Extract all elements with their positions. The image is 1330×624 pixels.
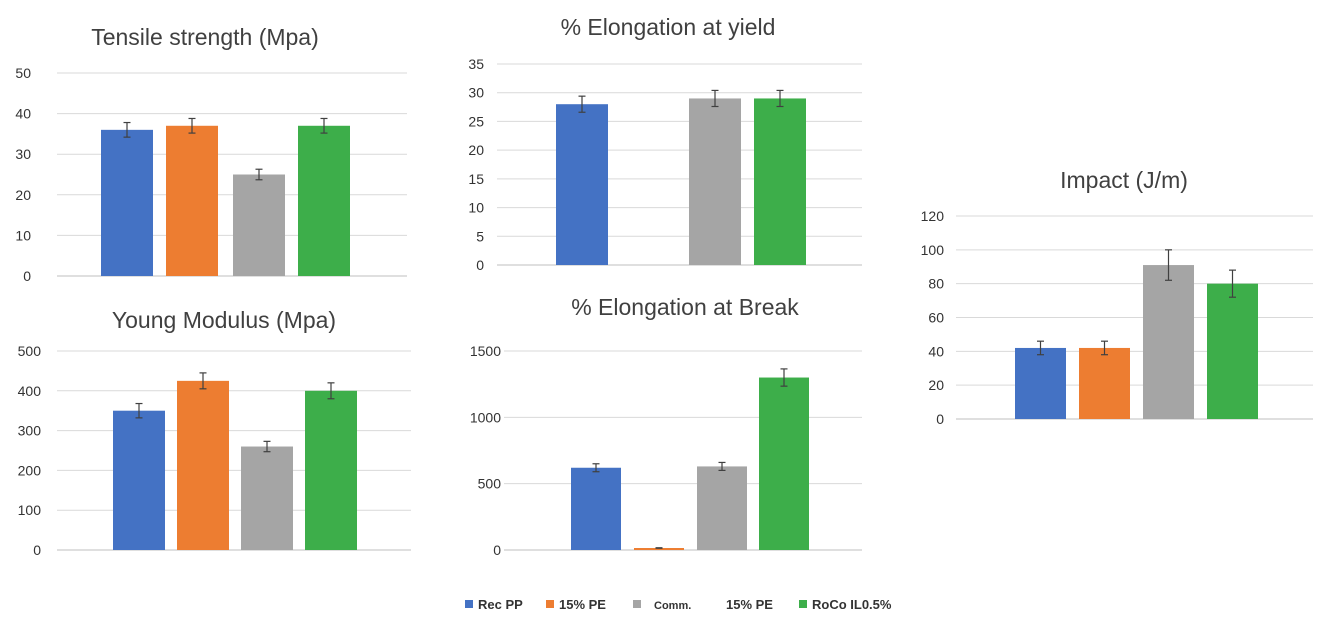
- y-tick-label-elong_yield: 25: [468, 113, 484, 129]
- bar-elong_yield-0: [556, 104, 608, 265]
- y-tick-label-impact: 80: [928, 276, 944, 292]
- bar-elong_break-1: [634, 548, 684, 550]
- chart-impact: Impact (J/m) 0 20 40 60 80 100 120: [921, 167, 1313, 427]
- legend-swatch-comm: [633, 600, 641, 608]
- bar-young-1: [177, 380, 229, 550]
- y-tick-label-tensile: 0: [23, 268, 31, 284]
- legend-swatch-15pe: [546, 600, 554, 608]
- error-bar-elong_break-0: [592, 463, 600, 473]
- y-tick-label-young: 200: [18, 462, 42, 478]
- chart-title-young: Young Modulus (Mpa): [112, 307, 336, 333]
- chart-elong_yield: % Elongation at yield 0 5 10 15 20 25 30 35: [468, 14, 862, 273]
- chart-young: Young Modulus (Mpa) 0 100 200 300 400 500: [18, 307, 411, 558]
- error-bar-elong_break-2: [718, 461, 726, 471]
- y-tick-label-young: 500: [18, 343, 42, 359]
- bar-elong_break-2: [697, 466, 747, 550]
- y-tick-label-elong_yield: 10: [468, 200, 484, 216]
- error-bar-impact-0: [1037, 340, 1044, 356]
- chart-title-elong_break: % Elongation at Break: [571, 294, 799, 320]
- y-tick-label-elong_break: 1000: [470, 409, 501, 425]
- y-tick-label-tensile: 50: [15, 65, 31, 81]
- bar-young-2: [241, 446, 293, 550]
- error-bar-elong_yield-2: [711, 89, 719, 108]
- y-tick-label-elong_yield: 20: [468, 142, 484, 158]
- error-bar-tensile-2: [255, 168, 263, 181]
- bar-tensile-0: [101, 129, 153, 276]
- y-tick-label-elong_yield: 15: [468, 171, 484, 187]
- chart-tensile: Tensile strength (Mpa) 0 10 20 30 40 50: [15, 24, 407, 284]
- error-bar-impact-3: [1229, 269, 1236, 298]
- y-tick-label-young: 0: [33, 542, 41, 558]
- legend-label-rec-pp: Rec PP: [478, 597, 523, 612]
- chart-title-tensile: Tensile strength (Mpa): [91, 24, 319, 50]
- legend-label-roco: RoCo IL0.5%: [812, 597, 892, 612]
- bar-tensile-2: [233, 174, 285, 276]
- bar-impact-2: [1143, 265, 1194, 419]
- y-tick-label-tensile: 40: [15, 106, 31, 122]
- error-bar-elong_break-1: [655, 547, 663, 549]
- y-tick-label-young: 100: [18, 502, 42, 518]
- bar-impact-0: [1015, 347, 1066, 419]
- legend-swatch-rec-pp: [465, 600, 473, 608]
- y-tick-label-impact: 0: [936, 411, 944, 427]
- bar-young-0: [113, 410, 165, 550]
- bar-elong_yield-2: [689, 98, 741, 265]
- y-tick-label-elong_yield: 30: [468, 85, 484, 101]
- y-tick-label-young: 400: [18, 383, 42, 399]
- y-tick-label-elong_yield: 35: [468, 56, 484, 72]
- error-bar-tensile-1: [188, 117, 196, 134]
- error-bar-impact-2: [1165, 249, 1172, 281]
- y-tick-label-tensile: 20: [15, 187, 31, 203]
- error-bar-young-3: [327, 382, 335, 400]
- chart-title-impact: Impact (J/m): [1060, 167, 1188, 193]
- legend: Rec PP 15% PE Comm. 15% PE RoCo IL0.5%: [465, 597, 892, 612]
- error-bar-young-2: [263, 440, 271, 453]
- error-bar-elong_yield-3: [776, 89, 784, 108]
- bar-elong_yield-3: [754, 98, 806, 265]
- y-tick-label-impact: 40: [928, 343, 944, 359]
- y-tick-label-elong_yield: 0: [476, 257, 484, 273]
- error-bar-young-1: [199, 372, 207, 390]
- bar-elong_break-0: [571, 467, 621, 550]
- bar-tensile-3: [298, 125, 350, 276]
- bar-impact-3: [1207, 283, 1258, 419]
- legend-label-15pe: 15% PE: [559, 597, 606, 612]
- chart-elong_break: % Elongation at Break 0 500 1000 1500: [470, 294, 862, 558]
- chart-title-elong_yield: % Elongation at yield: [561, 14, 776, 40]
- y-tick-label-tensile: 10: [15, 227, 31, 243]
- bar-tensile-1: [166, 125, 218, 276]
- bar-elong_break-3: [759, 377, 809, 550]
- error-bar-tensile-0: [123, 121, 131, 138]
- y-tick-label-impact: 120: [921, 208, 945, 224]
- legend-label-comm-suffix: 15% PE: [726, 597, 773, 612]
- legend-swatch-roco: [799, 600, 807, 608]
- error-bar-tensile-3: [320, 117, 328, 134]
- y-tick-label-impact: 60: [928, 310, 944, 326]
- bar-young-3: [305, 390, 357, 550]
- y-tick-label-young: 300: [18, 423, 42, 439]
- y-tick-label-elong_break: 500: [478, 476, 502, 492]
- error-bar-impact-1: [1101, 340, 1108, 356]
- y-tick-label-impact: 100: [921, 242, 945, 258]
- error-bar-elong_yield-0: [578, 95, 586, 113]
- y-tick-label-elong_break: 1500: [470, 343, 501, 359]
- error-bar-elong_break-3: [780, 368, 788, 387]
- y-tick-label-elong_yield: 5: [476, 228, 484, 244]
- y-tick-label-impact: 20: [928, 377, 944, 393]
- y-tick-label-elong_break: 0: [493, 542, 501, 558]
- legend-label-comm: Comm.: [654, 600, 691, 612]
- y-tick-label-tensile: 30: [15, 146, 31, 162]
- error-bar-young-0: [135, 402, 143, 419]
- bar-impact-1: [1079, 347, 1130, 419]
